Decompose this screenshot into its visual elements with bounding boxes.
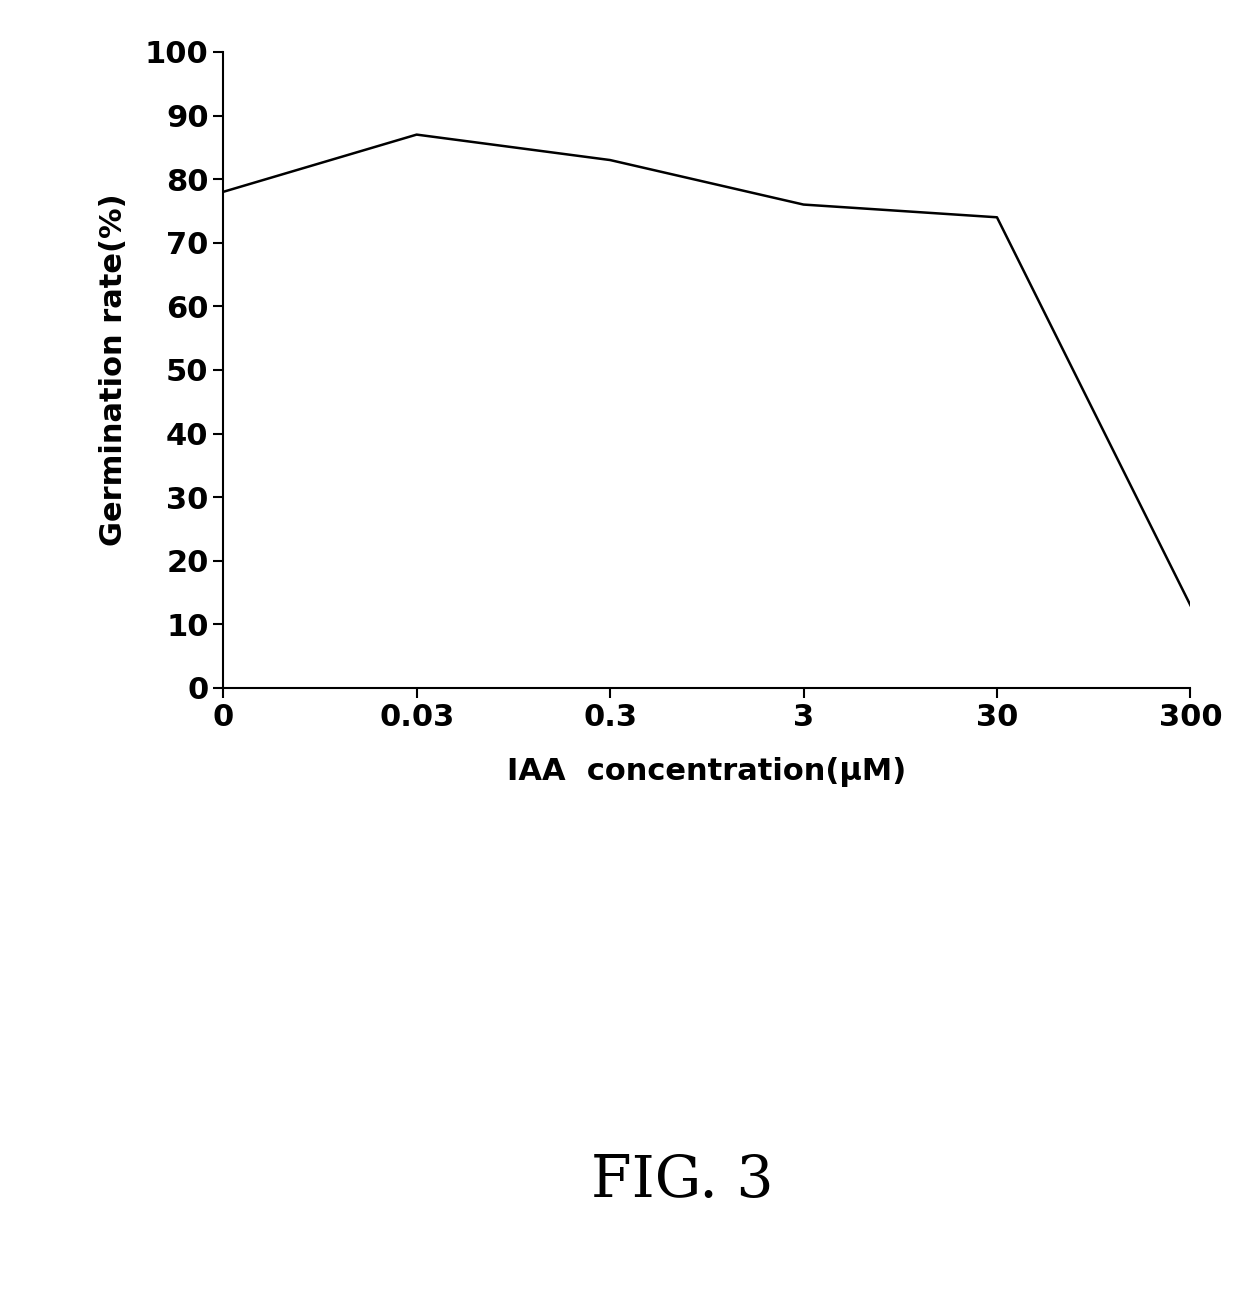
Y-axis label: Germination rate(%): Germination rate(%) <box>99 193 128 546</box>
X-axis label: IAA  concentration(μM): IAA concentration(μM) <box>507 757 906 787</box>
Text: FIG. 3: FIG. 3 <box>590 1153 774 1210</box>
